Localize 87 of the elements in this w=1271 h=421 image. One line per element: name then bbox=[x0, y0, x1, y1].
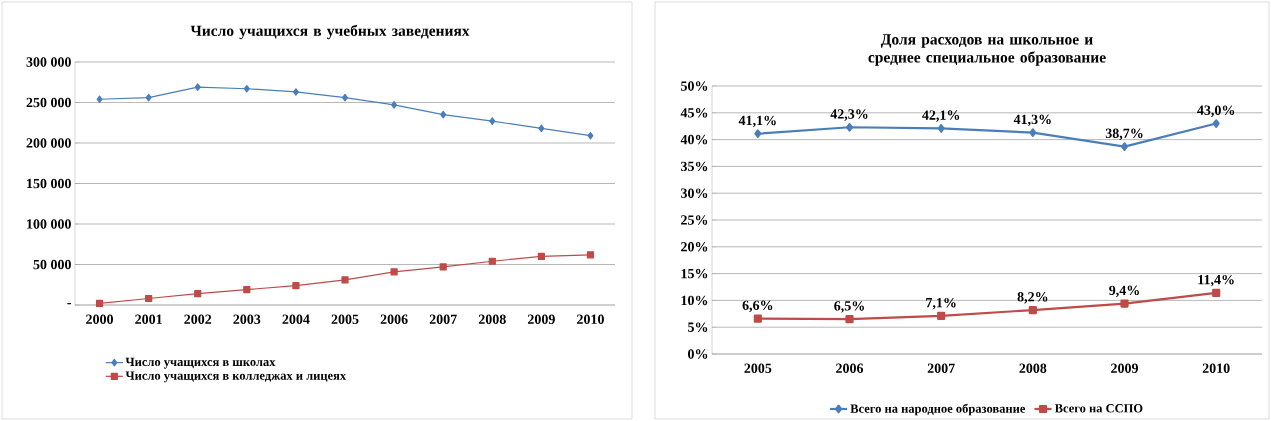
x-tick-label: 2010 bbox=[577, 314, 604, 324]
x-tick-label: 2008 bbox=[478, 314, 506, 324]
point bbox=[538, 124, 545, 133]
x-tick-label: 2007 bbox=[927, 363, 955, 373]
point bbox=[754, 129, 762, 139]
data-label: 9,4% bbox=[1109, 285, 1139, 298]
y-tick-label: 50 000 bbox=[33, 259, 71, 270]
y-tick-label: 200 000 bbox=[26, 138, 71, 148]
legend-label: Число учащихся в колледжах и лицеях bbox=[125, 371, 347, 383]
y-tick-label: - bbox=[67, 303, 71, 305]
point bbox=[342, 93, 349, 102]
y-tick-label: 250 000 bbox=[26, 97, 71, 108]
point bbox=[390, 268, 398, 276]
point bbox=[1212, 288, 1221, 297]
y-tick-label: 45% bbox=[680, 108, 708, 118]
data-label: 38,7% bbox=[1105, 128, 1143, 141]
y-tick-label: 40% bbox=[680, 134, 708, 145]
x-tick-label: 2010 bbox=[1202, 363, 1230, 373]
point bbox=[845, 315, 854, 324]
point bbox=[243, 286, 251, 294]
y-tick-label: 25% bbox=[681, 215, 708, 225]
legend-label: Число учащихся в школах bbox=[125, 357, 276, 369]
point bbox=[1029, 128, 1037, 137]
point bbox=[1120, 299, 1129, 308]
y-tick-label: 15% bbox=[681, 268, 708, 279]
point bbox=[95, 299, 104, 307]
point bbox=[145, 294, 153, 303]
point bbox=[243, 84, 250, 93]
y-tick-label: 300 000 bbox=[26, 57, 71, 67]
point bbox=[439, 263, 447, 271]
y-tick-label: 150 000 bbox=[27, 178, 71, 189]
point bbox=[846, 122, 854, 132]
point bbox=[1212, 119, 1220, 128]
point bbox=[937, 124, 945, 133]
y-tick-label: 10% bbox=[681, 295, 708, 306]
chart-title: Доля расходов на школьное и среднее специальное образование bbox=[868, 34, 1106, 66]
point bbox=[391, 101, 398, 109]
legend-label: Всего на ССПО bbox=[1054, 404, 1143, 413]
legend-label: Всего на народное образование bbox=[850, 403, 1026, 416]
y-tick-label: 30% bbox=[681, 188, 708, 198]
data-label: 6,6% bbox=[742, 300, 773, 313]
point bbox=[488, 257, 496, 265]
point bbox=[587, 131, 594, 140]
point bbox=[194, 83, 201, 91]
point bbox=[145, 93, 152, 102]
point bbox=[1121, 142, 1129, 151]
point bbox=[586, 251, 595, 259]
x-tick-label: 2000 bbox=[86, 314, 114, 324]
point bbox=[292, 281, 300, 290]
data-label: 41,1% bbox=[738, 115, 776, 128]
y-tick-label: 35% bbox=[681, 161, 708, 172]
point bbox=[537, 252, 545, 260]
point bbox=[341, 276, 349, 284]
x-tick-label: 2004 bbox=[282, 314, 310, 324]
point bbox=[440, 110, 447, 119]
y-tick-label: 100 000 bbox=[27, 219, 71, 229]
data-label: 41,3% bbox=[1013, 114, 1051, 127]
point bbox=[96, 95, 103, 104]
data-label: 42,3% bbox=[830, 109, 868, 121]
data-label: 42,1% bbox=[922, 110, 960, 122]
y-tick-label: 0% bbox=[688, 349, 708, 359]
data-label: 6,5% bbox=[834, 301, 864, 313]
y-tick-label: 20% bbox=[681, 242, 708, 252]
x-tick-label: 2005 bbox=[744, 363, 772, 373]
x-tick-label: 2008 bbox=[1019, 363, 1047, 373]
x-tick-label: 2007 bbox=[429, 314, 457, 324]
data-label: 11,4% bbox=[1198, 274, 1234, 287]
x-tick-label: 2006 bbox=[836, 363, 864, 373]
point bbox=[1028, 305, 1037, 315]
point bbox=[753, 314, 762, 323]
x-tick-label: 2003 bbox=[233, 314, 261, 324]
data-label: 7,1% bbox=[926, 297, 956, 310]
x-tick-label: 2009 bbox=[1111, 363, 1138, 373]
data-label: 43,0% bbox=[1197, 105, 1235, 117]
x-tick-label: 2005 bbox=[331, 314, 359, 324]
x-tick-label: 2009 bbox=[527, 314, 555, 324]
point bbox=[292, 88, 299, 96]
x-tick-label: 2002 bbox=[184, 314, 212, 324]
y-tick-label: 5% bbox=[688, 322, 708, 332]
point bbox=[937, 311, 946, 321]
point bbox=[489, 117, 496, 125]
point bbox=[194, 290, 202, 298]
y-tick-label: 50% bbox=[681, 81, 708, 91]
x-tick-label: 2001 bbox=[135, 314, 162, 324]
chart-title: Число учащихся в учебных заведениях bbox=[190, 24, 470, 40]
x-tick-label: 2006 bbox=[380, 314, 408, 324]
data-label: 8,2% bbox=[1017, 292, 1048, 304]
